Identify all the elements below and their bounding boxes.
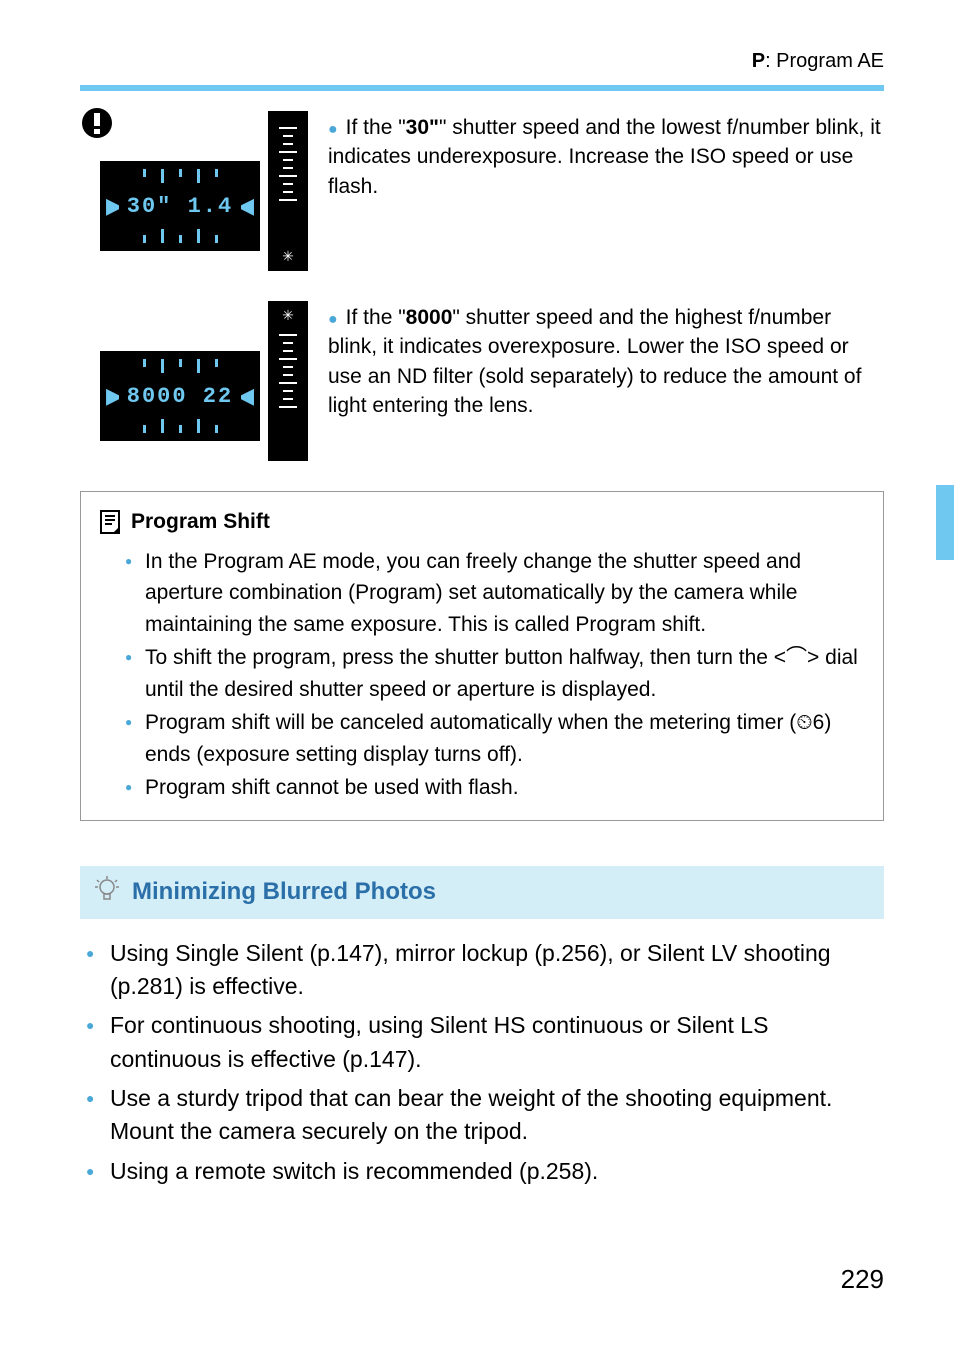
header-divider bbox=[80, 85, 884, 91]
tips-section: Minimizing Blurred Photos Using Single S… bbox=[80, 866, 884, 1188]
header-mode: P: Program AE bbox=[752, 50, 884, 72]
header-mode-letter: P bbox=[752, 50, 765, 72]
side-tab bbox=[936, 485, 954, 560]
program-shift-title-row: Program Shift bbox=[99, 506, 865, 538]
warning-section: ▶◀ 30" 1.4 ✳ ●If the "30"" shutter speed… bbox=[80, 111, 884, 461]
tips-item: Using a remote switch is recommended (p.… bbox=[80, 1155, 884, 1188]
bullet-icon: ● bbox=[328, 311, 338, 328]
lcd-box: ▶◀ 8000 22 bbox=[100, 351, 260, 441]
sun-icon: ✳ bbox=[282, 248, 294, 265]
bullet-icon: ● bbox=[328, 121, 338, 138]
program-shift-box: Program Shift In the Program AE mode, yo… bbox=[80, 491, 884, 821]
warning-row-2: ▶◀ 8000 22 ✳ ●If the "8000" shutter spee… bbox=[100, 301, 884, 461]
lcd-box: ▶◀ 30" 1.4 bbox=[100, 161, 260, 251]
program-shift-list: In the Program AE mode, you can freely c… bbox=[99, 546, 865, 804]
exposure-scale-over: ✳ bbox=[268, 301, 308, 461]
note-icon bbox=[99, 510, 121, 534]
header-mode-label: : Program AE bbox=[765, 50, 884, 72]
warning-text-under: ●If the "30"" shutter speed and the lowe… bbox=[328, 111, 884, 201]
page-number: 229 bbox=[841, 1264, 884, 1295]
program-shift-item: Program shift cannot be used with flash. bbox=[125, 772, 865, 804]
tips-item: For continuous shooting, using Silent HS… bbox=[80, 1009, 884, 1076]
caution-icon bbox=[80, 106, 114, 149]
tips-list: Using Single Silent (p.147), mirror lock… bbox=[80, 937, 884, 1188]
program-shift-item: Program shift will be canceled automatic… bbox=[125, 707, 865, 770]
warning-text-over: ●If the "8000" shutter speed and the hig… bbox=[328, 301, 884, 421]
tips-item: Use a sturdy tripod that can bear the we… bbox=[80, 1082, 884, 1149]
tips-item: Using Single Silent (p.147), mirror lock… bbox=[80, 937, 884, 1004]
tips-title: Minimizing Blurred Photos bbox=[132, 878, 436, 906]
exposure-scale-under: ✳ bbox=[268, 111, 308, 271]
sun-icon: ✳ bbox=[282, 307, 294, 324]
lcd-value-over: 8000 22 bbox=[119, 380, 241, 413]
lcd-display-under: ▶◀ 30" 1.4 ✳ bbox=[100, 111, 308, 271]
page-header: P: Program AE bbox=[80, 50, 884, 73]
program-shift-title: Program Shift bbox=[131, 506, 270, 538]
program-shift-item: In the Program AE mode, you can freely c… bbox=[125, 546, 865, 641]
tips-header: Minimizing Blurred Photos bbox=[80, 866, 884, 919]
lcd-value-under: 30" 1.4 bbox=[119, 190, 241, 223]
warning-row-1: ▶◀ 30" 1.4 ✳ ●If the "30"" shutter speed… bbox=[100, 111, 884, 271]
lightbulb-icon bbox=[94, 876, 120, 909]
lcd-display-over: ▶◀ 8000 22 ✳ bbox=[100, 301, 308, 461]
program-shift-item: To shift the program, press the shutter … bbox=[125, 642, 865, 705]
